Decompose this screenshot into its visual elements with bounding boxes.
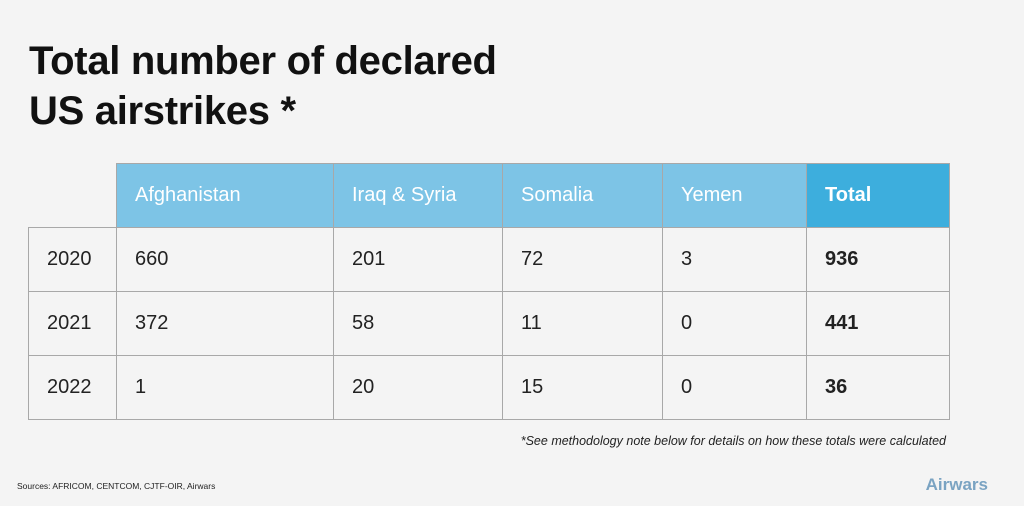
title-line-2: US airstrikes * bbox=[29, 89, 296, 133]
row-label: 2022 bbox=[28, 355, 117, 420]
corner-cell bbox=[28, 163, 117, 228]
col-header-yemen: Yemen bbox=[662, 163, 807, 228]
table-cell: 11 bbox=[502, 291, 663, 356]
table-cell: 15 bbox=[502, 355, 663, 420]
table-row: 2020 660 201 72 3 936 bbox=[28, 227, 950, 292]
total-cell: 936 bbox=[806, 227, 950, 292]
airstrikes-table: Afghanistan Iraq & Syria Somalia Yemen T… bbox=[28, 163, 950, 420]
col-header-iraq-syria: Iraq & Syria bbox=[333, 163, 503, 228]
table-cell: 72 bbox=[502, 227, 663, 292]
table-cell: 58 bbox=[333, 291, 503, 356]
row-label: 2021 bbox=[28, 291, 117, 356]
title-line-1: Total number of declared bbox=[29, 39, 497, 83]
table-cell: 372 bbox=[116, 291, 334, 356]
table-cell: 0 bbox=[662, 355, 807, 420]
col-header-afghanistan: Afghanistan bbox=[116, 163, 334, 228]
table-cell: 20 bbox=[333, 355, 503, 420]
table-row: 2021 372 58 11 0 441 bbox=[28, 291, 950, 356]
row-label: 2020 bbox=[28, 227, 117, 292]
header-row: Afghanistan Iraq & Syria Somalia Yemen T… bbox=[28, 163, 950, 228]
table-row: 2022 1 20 15 0 36 bbox=[28, 355, 950, 420]
total-cell: 36 bbox=[806, 355, 950, 420]
sources-text: Sources: AFRICOM, CENTCOM, CJTF-OIR, Air… bbox=[17, 481, 216, 491]
table-cell: 201 bbox=[333, 227, 503, 292]
table-cell: 0 bbox=[662, 291, 807, 356]
methodology-footnote: *See methodology note below for details … bbox=[520, 434, 946, 448]
col-header-somalia: Somalia bbox=[502, 163, 663, 228]
table-cell: 660 bbox=[116, 227, 334, 292]
airwars-logo: Airwars bbox=[925, 475, 988, 494]
chart-title: Total number of declared US airstrikes * bbox=[29, 36, 497, 136]
table-cell: 3 bbox=[662, 227, 807, 292]
col-header-total: Total bbox=[806, 163, 950, 228]
total-cell: 441 bbox=[806, 291, 950, 356]
table-cell: 1 bbox=[116, 355, 334, 420]
